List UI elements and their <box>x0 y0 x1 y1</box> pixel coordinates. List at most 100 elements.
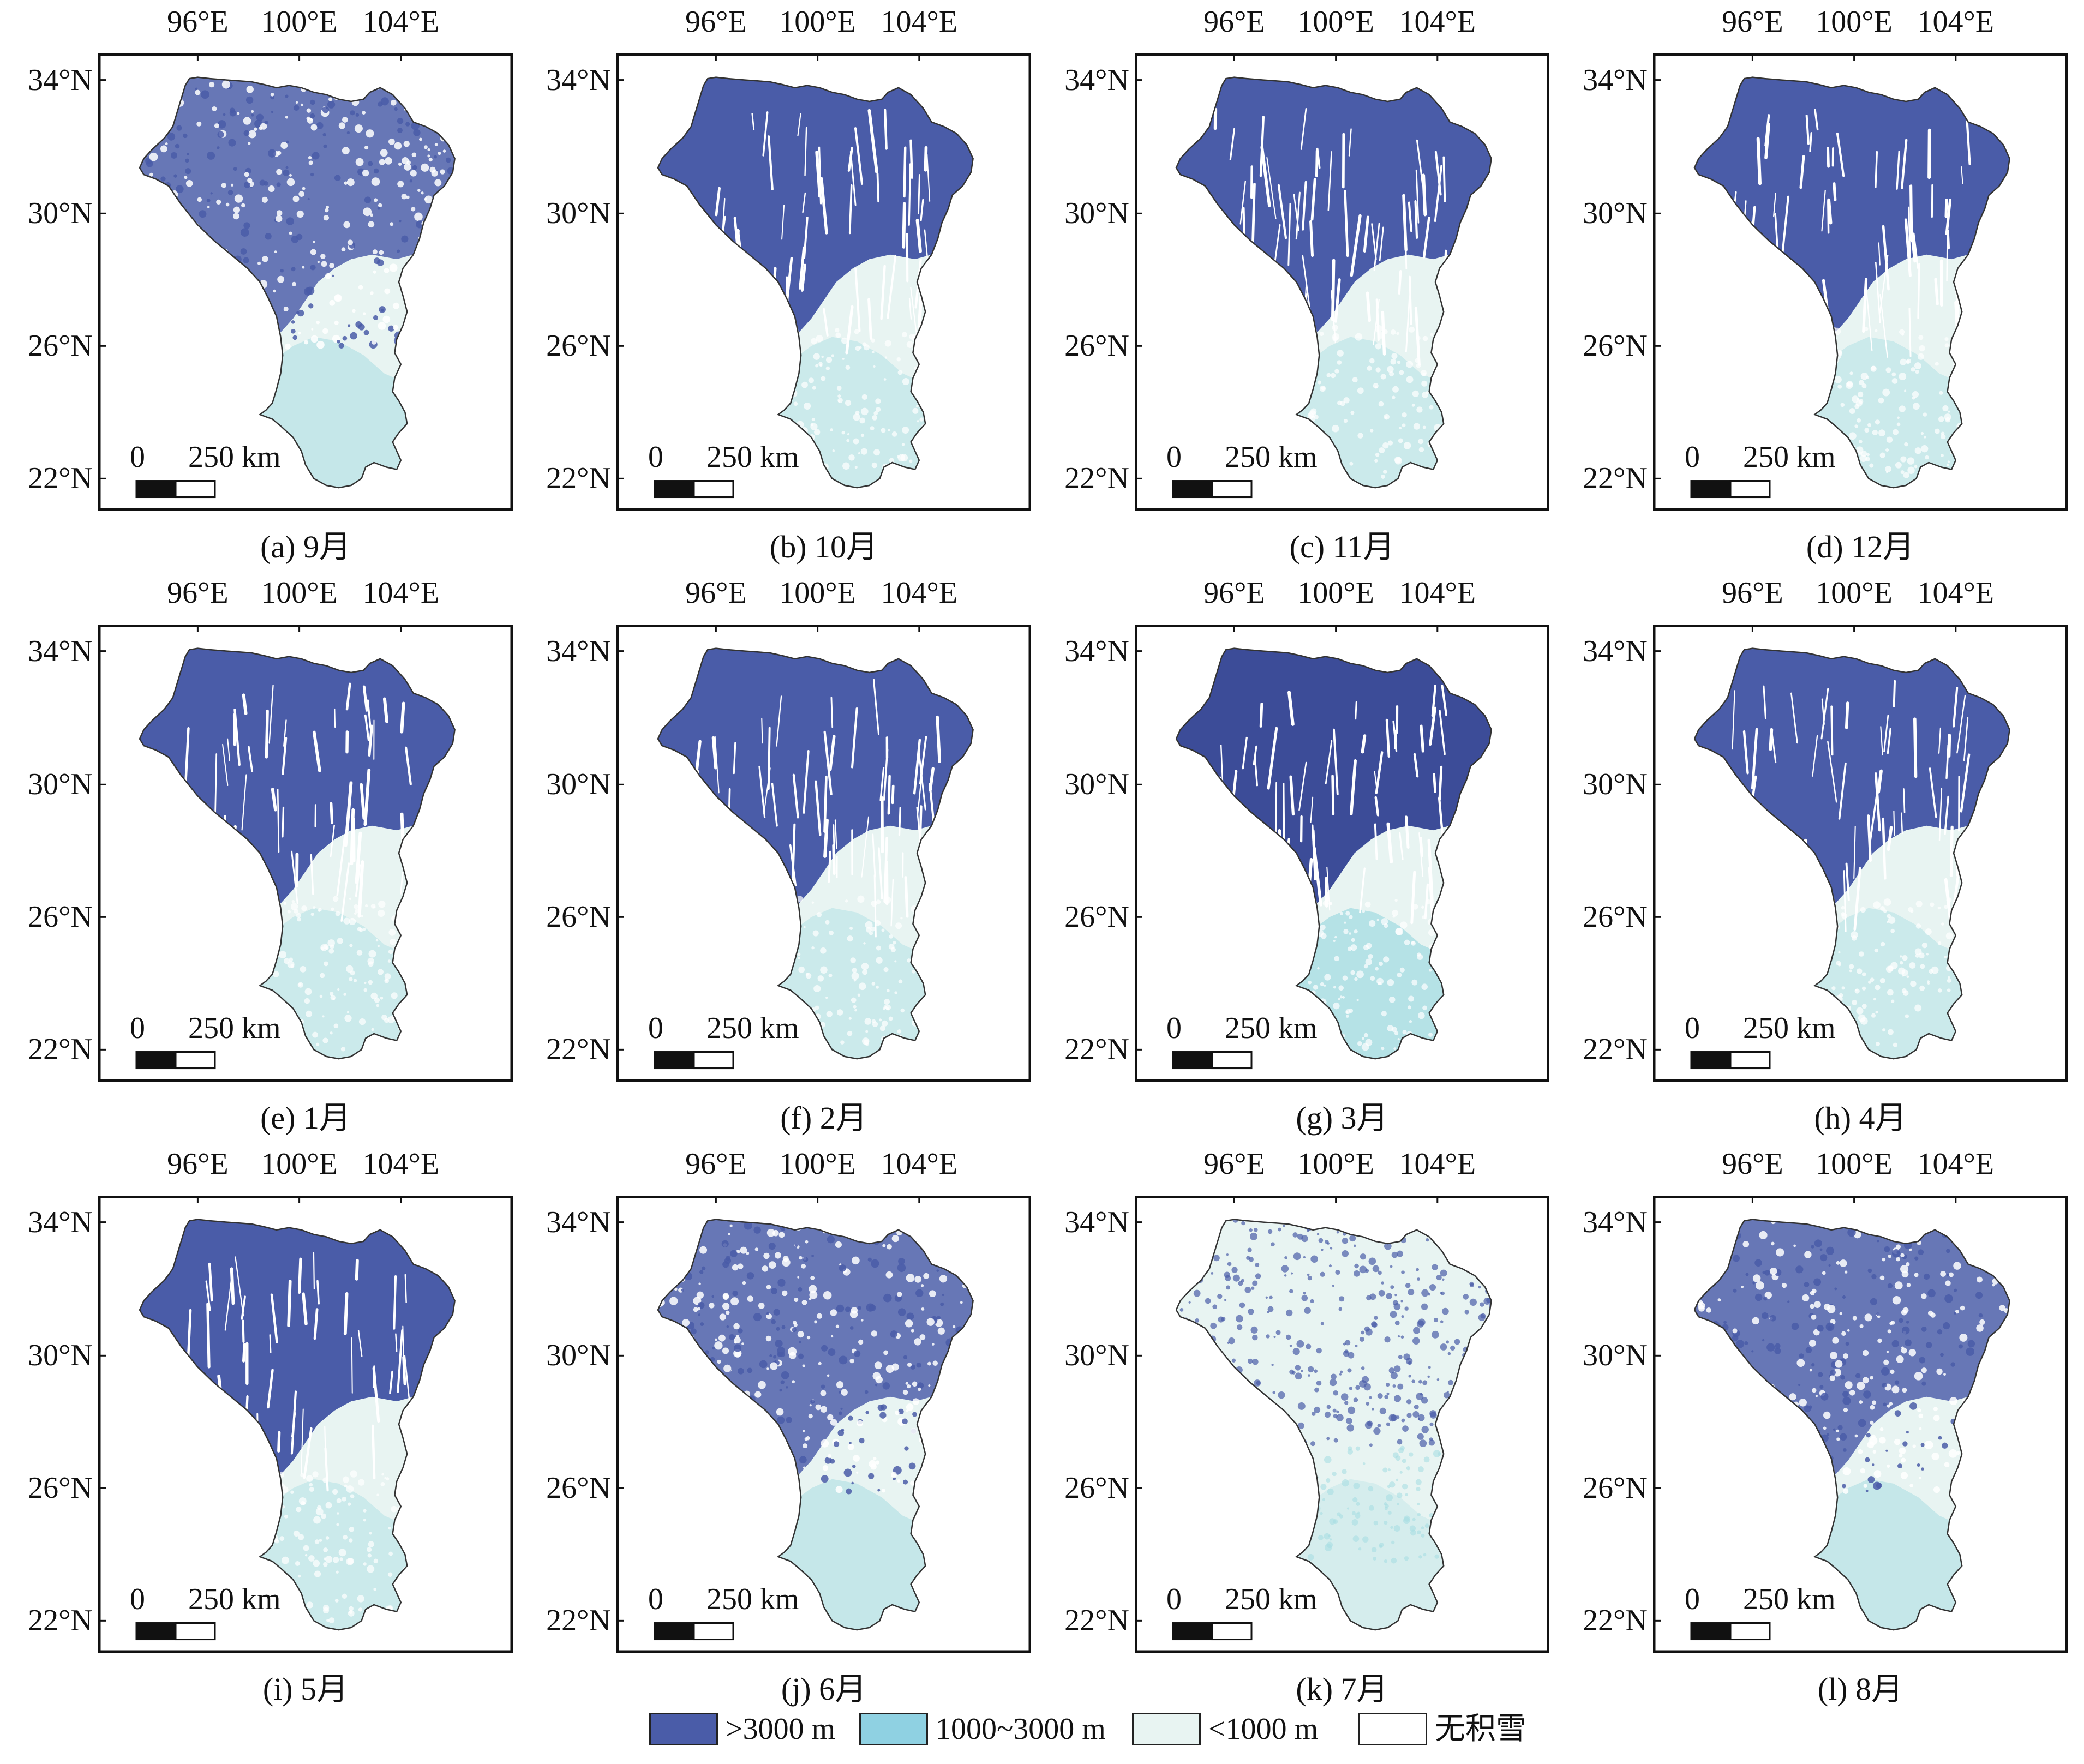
speckle <box>823 1291 832 1300</box>
speckle <box>907 1362 912 1367</box>
speckle <box>871 338 875 343</box>
speckle <box>1286 1334 1291 1340</box>
speckle <box>1804 1251 1812 1258</box>
speckle <box>871 1259 879 1268</box>
speckle <box>371 177 380 186</box>
valley <box>924 146 928 172</box>
valley <box>1883 715 1889 753</box>
scale-bar-zero-label: 0 <box>130 1011 145 1045</box>
speckle <box>1297 1402 1306 1410</box>
latitude-tick-label: 22°N <box>28 1604 93 1638</box>
speckle <box>1217 1294 1223 1299</box>
speckle <box>1295 1372 1302 1380</box>
speckle <box>398 162 402 166</box>
map-frame <box>98 53 513 511</box>
speckle <box>1856 1007 1864 1015</box>
speckle <box>1367 1420 1373 1426</box>
valley <box>913 739 921 795</box>
speckle <box>1440 1320 1444 1323</box>
speckle <box>302 187 306 190</box>
speckle <box>1398 1447 1404 1454</box>
speckle <box>1480 1302 1484 1307</box>
valley <box>867 109 878 174</box>
map-border <box>98 1196 513 1653</box>
speckle <box>175 185 184 194</box>
speckle <box>1887 1283 1893 1288</box>
speckle <box>1744 1341 1748 1346</box>
speckle <box>1392 1300 1398 1306</box>
speckle <box>349 917 356 925</box>
valley <box>1415 169 1420 224</box>
speckle <box>836 1009 843 1016</box>
speckle <box>1930 902 1935 907</box>
speckle <box>811 946 815 950</box>
map-frame <box>1135 625 1549 1082</box>
speckle <box>342 1476 350 1483</box>
speckle <box>1941 922 1944 926</box>
speckle <box>777 1416 785 1424</box>
speckle <box>1387 1510 1392 1515</box>
speckle <box>380 97 389 106</box>
speckle <box>879 1018 882 1022</box>
speckle <box>1308 1374 1310 1377</box>
speckle <box>354 904 358 909</box>
speckle <box>923 1273 930 1279</box>
speckle <box>1420 370 1427 376</box>
speckle <box>280 268 284 273</box>
mid-snow-area <box>778 908 926 1059</box>
speckle <box>350 970 355 976</box>
speckle <box>820 966 828 974</box>
speckle <box>259 179 266 186</box>
mid-snow-area <box>778 337 926 488</box>
valley <box>1809 132 1812 152</box>
valley <box>1267 727 1278 790</box>
speckle <box>1921 1327 1927 1332</box>
latitude-tick-label: 34°N <box>28 634 93 668</box>
speckle <box>1432 1264 1438 1270</box>
speckle <box>820 1406 828 1413</box>
speckle <box>897 1479 901 1483</box>
speckle <box>849 926 853 930</box>
speckle <box>309 1486 314 1492</box>
valley <box>344 781 353 847</box>
speckle <box>1403 1353 1411 1360</box>
speckle <box>1394 1294 1397 1297</box>
speckle <box>240 248 247 255</box>
speckle <box>366 129 374 138</box>
panel-caption: (g) 3月 <box>1296 1100 1388 1136</box>
valley <box>1882 225 1890 291</box>
speckle <box>286 140 289 143</box>
speckle <box>1939 391 1943 395</box>
speckle <box>365 904 368 908</box>
valley <box>1302 181 1307 231</box>
speckle <box>1227 1262 1232 1267</box>
speckle <box>1884 1246 1890 1252</box>
speckle <box>1802 1294 1810 1301</box>
speckle <box>1900 358 1907 365</box>
speckle <box>308 1555 315 1562</box>
valley <box>1773 193 1776 217</box>
speckle <box>344 181 348 185</box>
speckle <box>1421 983 1428 990</box>
speckle <box>1723 1321 1727 1324</box>
speckle <box>830 1309 837 1316</box>
speckle <box>1849 371 1853 375</box>
speckle <box>323 1562 328 1567</box>
speckle <box>233 167 237 171</box>
speckle <box>1307 1229 1310 1232</box>
speckle <box>821 355 824 358</box>
speckle <box>384 288 391 295</box>
speckle <box>1857 1382 1865 1390</box>
region-boundary <box>139 647 456 1060</box>
speckle <box>836 386 842 391</box>
speckle <box>1733 1288 1737 1293</box>
valley <box>833 824 836 871</box>
speckle <box>1429 405 1434 410</box>
speckle <box>1923 1273 1930 1280</box>
speckle <box>1706 1307 1711 1313</box>
speckle <box>902 427 909 434</box>
speckle <box>1944 1462 1950 1468</box>
speckle <box>1362 910 1366 913</box>
valley <box>887 255 897 319</box>
speckle <box>858 1339 864 1345</box>
